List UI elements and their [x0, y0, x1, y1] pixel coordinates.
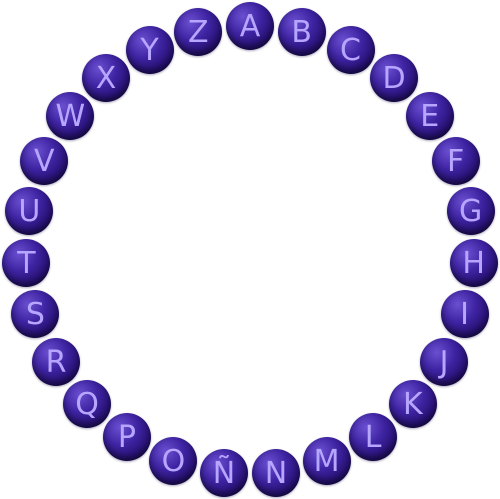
letter-ball[interactable]: E: [405, 92, 454, 141]
letter-label: H: [462, 246, 485, 281]
letter-label: B: [291, 15, 312, 50]
letter-label: A: [239, 9, 261, 44]
letter-ball[interactable]: Y: [125, 25, 174, 74]
letter-label: X: [95, 61, 117, 97]
letter-ball[interactable]: O: [149, 436, 198, 485]
letter-ball[interactable]: U: [5, 187, 54, 236]
letter-label: S: [25, 297, 45, 333]
letter-label: G: [458, 194, 483, 230]
letter-label: I: [460, 297, 470, 333]
letter-label: F: [447, 144, 465, 180]
letter-ball[interactable]: S: [11, 290, 60, 339]
letter-label: Y: [140, 32, 159, 68]
letter-label: U: [18, 194, 41, 230]
letter-label: R: [45, 345, 67, 380]
letter-ball[interactable]: T: [2, 239, 51, 287]
letter-ball[interactable]: C: [326, 25, 375, 74]
letter-label: W: [55, 99, 86, 135]
letter-label: L: [364, 420, 382, 456]
letter-ball[interactable]: P: [102, 413, 151, 462]
letter-ball[interactable]: Z: [174, 8, 223, 56]
letter-label: N: [264, 455, 288, 491]
letter-label: D: [382, 61, 406, 97]
letter-ball[interactable]: M: [302, 436, 351, 485]
letter-label: C: [340, 32, 361, 68]
letter-ball[interactable]: G: [446, 187, 495, 236]
letter-label: M: [313, 443, 340, 479]
letter-ball[interactable]: H: [449, 239, 498, 287]
letter-label: E: [420, 99, 440, 135]
letter-ball[interactable]: N: [252, 448, 300, 497]
letter-label: T: [17, 246, 36, 281]
letter-label: J: [439, 345, 449, 380]
letter-ball[interactable]: B: [277, 8, 326, 56]
letter-ball[interactable]: D: [370, 54, 418, 103]
letter-label: Ñ: [212, 455, 236, 491]
letter-ball[interactable]: Ñ: [200, 448, 248, 497]
letter-ball[interactable]: W: [46, 92, 95, 141]
letter-ball[interactable]: X: [82, 54, 130, 103]
letter-ball[interactable]: V: [20, 137, 69, 186]
letter-ball[interactable]: F: [431, 137, 480, 186]
letter-ball[interactable]: I: [440, 290, 489, 339]
letter-ball[interactable]: K: [388, 379, 437, 428]
letter-label: K: [403, 386, 423, 422]
letter-ball[interactable]: A: [226, 2, 274, 50]
letter-ball[interactable]: J: [420, 338, 468, 386]
letter-label: V: [34, 144, 55, 180]
letter-label: P: [117, 420, 136, 456]
letter-ball[interactable]: L: [349, 413, 398, 462]
letter-ball[interactable]: R: [32, 338, 80, 386]
letter-ball[interactable]: Q: [63, 379, 112, 428]
letter-label: Z: [188, 15, 209, 50]
letter-label: Q: [75, 386, 99, 422]
letter-label: O: [161, 443, 186, 479]
